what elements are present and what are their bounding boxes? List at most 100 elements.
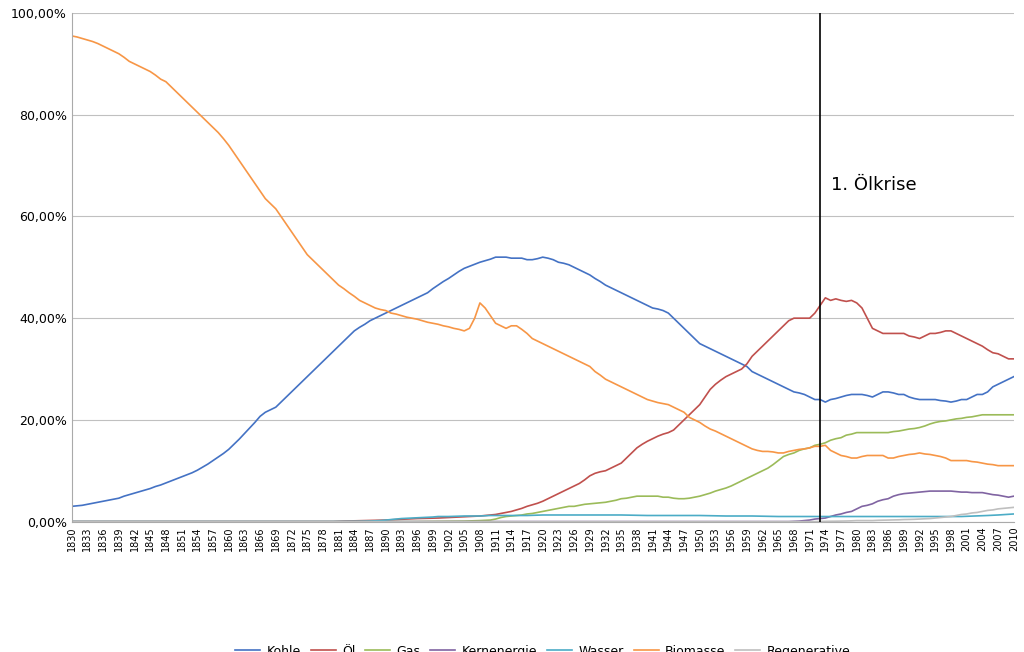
Kernenergie (824, 512, 837, 520)
Kernenergie (882, 495, 894, 503)
Kernenergie (799, 516, 811, 524)
Wasser (442, 512, 455, 520)
Wasser (500, 512, 512, 520)
Kernenergie (846, 507, 858, 515)
Kernenergie (835, 510, 847, 518)
Regenerative (981, 507, 993, 514)
Regenerative (940, 513, 952, 521)
Kernenergie (950, 488, 963, 496)
Kohle (489, 253, 502, 261)
Text: 1. Ölkrise: 1. Ölkrise (830, 176, 916, 194)
Kernenergie (814, 514, 826, 522)
Wasser (432, 512, 444, 520)
Kernenergie (1008, 492, 1020, 500)
Kernenergie (829, 511, 842, 519)
Biomasse (144, 68, 157, 76)
Regenerative (961, 510, 973, 518)
Kohle (521, 256, 534, 263)
Wasser (851, 512, 863, 520)
Wasser (1008, 510, 1020, 518)
Kernenergie (851, 505, 863, 512)
Regenerative (945, 512, 957, 520)
Kernenergie (966, 489, 978, 497)
Kernenergie (908, 489, 921, 497)
Regenerative (997, 505, 1010, 512)
Gas (877, 429, 889, 437)
Kohle (526, 256, 539, 263)
Wasser (484, 512, 497, 520)
Kernenergie (432, 518, 444, 526)
Regenerative (745, 518, 758, 526)
Regenerative (799, 518, 811, 526)
Kohle (328, 348, 340, 355)
Wasser (745, 512, 758, 520)
Wasser (474, 512, 486, 520)
Wasser (353, 518, 366, 526)
Kohle (66, 503, 78, 511)
Regenerative (908, 515, 921, 523)
Kernenergie (997, 492, 1010, 500)
Regenerative (929, 514, 941, 522)
Regenerative (950, 512, 963, 520)
Regenerative (66, 518, 78, 526)
Wasser (406, 514, 418, 522)
Gas (819, 439, 831, 447)
Wasser (877, 512, 889, 520)
Kernenergie (809, 515, 821, 523)
Line: Wasser: Wasser (72, 514, 1014, 522)
Kernenergie (871, 497, 884, 505)
Biomasse (66, 32, 78, 40)
Kernenergie (787, 518, 800, 526)
Kernenergie (893, 491, 905, 499)
Regenerative (856, 516, 868, 524)
Kernenergie (840, 509, 852, 516)
Regenerative (903, 516, 915, 524)
Regenerative (934, 514, 946, 522)
Wasser (992, 511, 1005, 519)
Kernenergie (903, 489, 915, 497)
Biomasse (521, 329, 534, 337)
Kohle (207, 456, 219, 464)
Legend: Kohle, Öl, Gas, Kernenergie, Wasser, Biomasse, Regenerative: Kohle, Öl, Gas, Kernenergie, Wasser, Bio… (230, 640, 855, 652)
Wasser (458, 512, 470, 520)
Wasser (693, 512, 706, 520)
Wasser (563, 511, 575, 519)
Regenerative (824, 517, 837, 525)
Wasser (274, 518, 287, 526)
Regenerative (1008, 503, 1020, 511)
Wasser (929, 512, 941, 520)
Kernenergie (782, 518, 795, 526)
Kernenergie (961, 488, 973, 496)
Öl (819, 294, 831, 302)
Kernenergie (987, 491, 999, 499)
Line: Gas: Gas (72, 415, 1014, 522)
Gas (976, 411, 988, 419)
Wasser (170, 518, 182, 526)
Öl (1008, 355, 1020, 363)
Regenerative (866, 516, 879, 524)
Regenerative (851, 516, 863, 524)
Kernenergie (940, 487, 952, 495)
Gas (1008, 411, 1020, 419)
Öl (521, 503, 534, 511)
Kernenergie (955, 488, 968, 496)
Regenerative (987, 506, 999, 514)
Wasser (641, 512, 653, 520)
Gas (992, 411, 1005, 419)
Regenerative (861, 516, 873, 524)
Wasser (772, 512, 784, 520)
Wasser (416, 514, 428, 522)
Wasser (981, 512, 993, 520)
Öl (757, 342, 769, 350)
Wasser (955, 512, 968, 520)
Kernenergie (887, 492, 899, 500)
Biomasse (207, 124, 219, 132)
Kernenergie (1002, 494, 1015, 501)
Kernenergie (971, 489, 983, 497)
Wasser (66, 518, 78, 526)
Biomasse (328, 276, 340, 284)
Kernenergie (861, 501, 873, 509)
Kernenergie (992, 491, 1005, 499)
Wasser (301, 518, 313, 526)
Wasser (819, 512, 831, 520)
